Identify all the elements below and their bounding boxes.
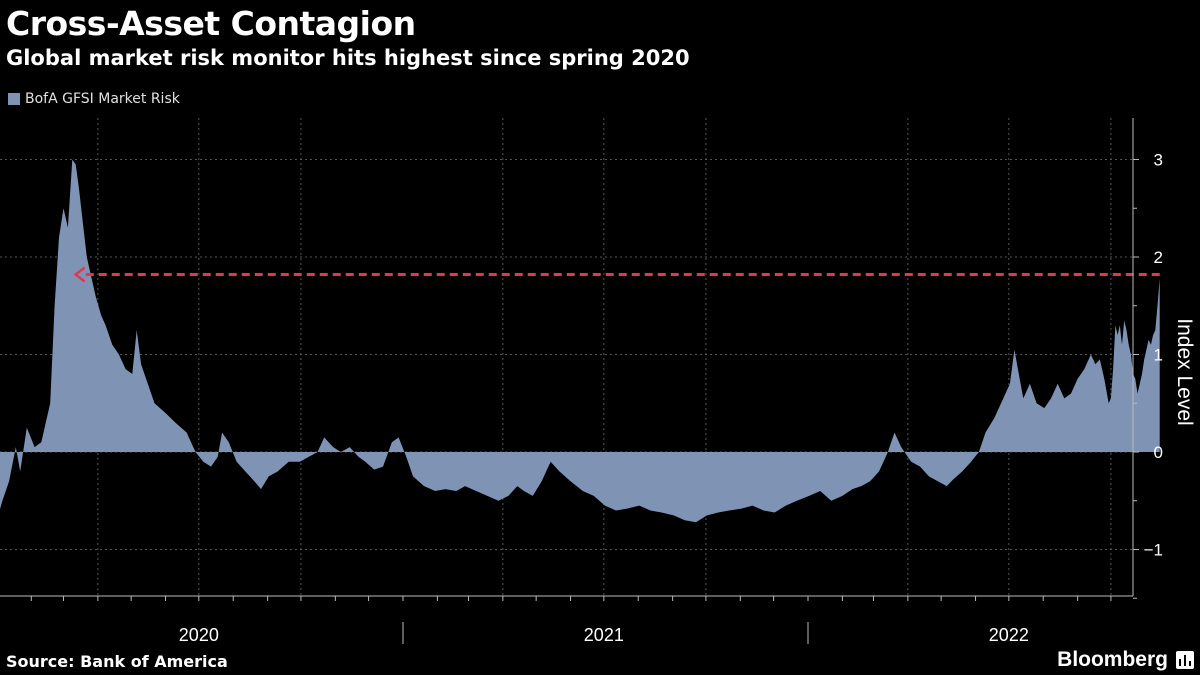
legend-swatch bbox=[8, 93, 20, 105]
y-tick-label: 3 bbox=[1154, 151, 1163, 170]
y-tick-label: −1 bbox=[1144, 541, 1163, 560]
chart-title: Cross-Asset Contagion bbox=[6, 4, 416, 43]
series-area-bofa-gfsi bbox=[0, 159, 1160, 523]
y-tick-label: 2 bbox=[1154, 248, 1163, 267]
x-tick-label: 2022 bbox=[989, 625, 1029, 645]
brand-logo: Bloomberg bbox=[1057, 648, 1168, 671]
y-tick-label: 0 bbox=[1154, 443, 1163, 462]
x-tick-label: 2021 bbox=[584, 625, 624, 645]
bloomberg-chart-icon bbox=[1176, 651, 1194, 669]
legend: BofA GFSI Market Risk bbox=[8, 91, 180, 107]
annotation-arrowhead bbox=[73, 266, 86, 283]
y-axis-title: Index Level bbox=[1173, 318, 1196, 425]
source-note: Source: Bank of America bbox=[6, 652, 228, 671]
legend-label: BofA GFSI Market Risk bbox=[25, 91, 180, 107]
x-tick-label: 2020 bbox=[179, 625, 219, 645]
chart-subtitle: Global market risk monitor hits highest … bbox=[6, 46, 690, 70]
y-tick-label: 1 bbox=[1154, 346, 1163, 365]
